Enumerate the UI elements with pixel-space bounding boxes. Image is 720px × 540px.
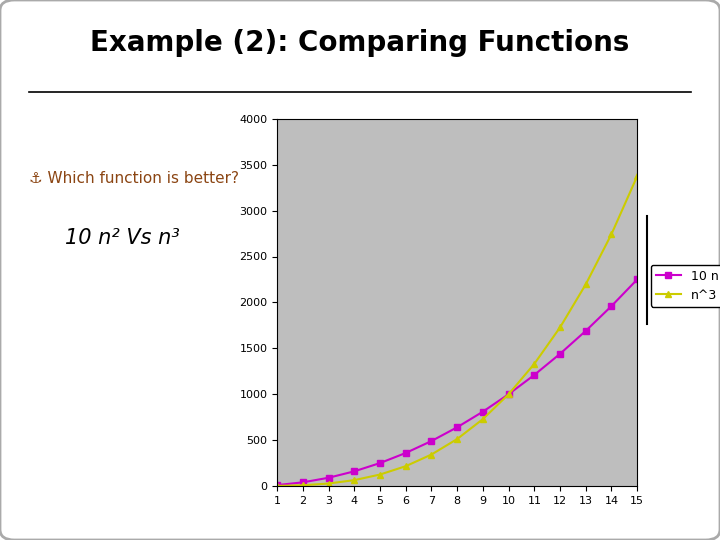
n^3 [273,483,282,489]
n^3 [607,231,616,238]
n^3 [504,391,513,397]
n^3 [324,480,333,487]
n^3 [556,324,564,330]
n^3 [530,361,539,367]
Text: Example (2): Comparing Functions: Example (2): Comparing Functions [90,29,630,57]
10 n^2 [402,450,410,456]
n^3 [582,281,590,288]
10 n^2 [427,438,436,444]
n^3 [633,173,642,179]
n^3 [350,477,359,483]
10 n^2 [376,460,384,466]
Legend: 10 n^2, n^3: 10 n^2, n^3 [651,265,720,307]
n^3 [453,436,462,442]
10 n^2 [479,408,487,415]
10 n^2 [556,350,564,357]
n^3 [479,416,487,422]
Text: ⚓ Which function is better?: ⚓ Which function is better? [29,171,239,186]
10 n^2 [350,468,359,475]
n^3 [376,471,384,478]
Line: 10 n^2: 10 n^2 [274,276,641,489]
Text: 10 n² Vs n³: 10 n² Vs n³ [65,227,180,248]
10 n^2 [324,475,333,481]
10 n^2 [633,276,642,283]
n^3 [427,451,436,458]
Line: n^3: n^3 [274,173,641,489]
10 n^2 [504,391,513,397]
10 n^2 [299,479,307,485]
n^3 [299,482,307,489]
n^3 [402,463,410,469]
10 n^2 [530,372,539,378]
10 n^2 [453,424,462,430]
10 n^2 [607,303,616,309]
10 n^2 [582,328,590,334]
10 n^2 [273,482,282,488]
